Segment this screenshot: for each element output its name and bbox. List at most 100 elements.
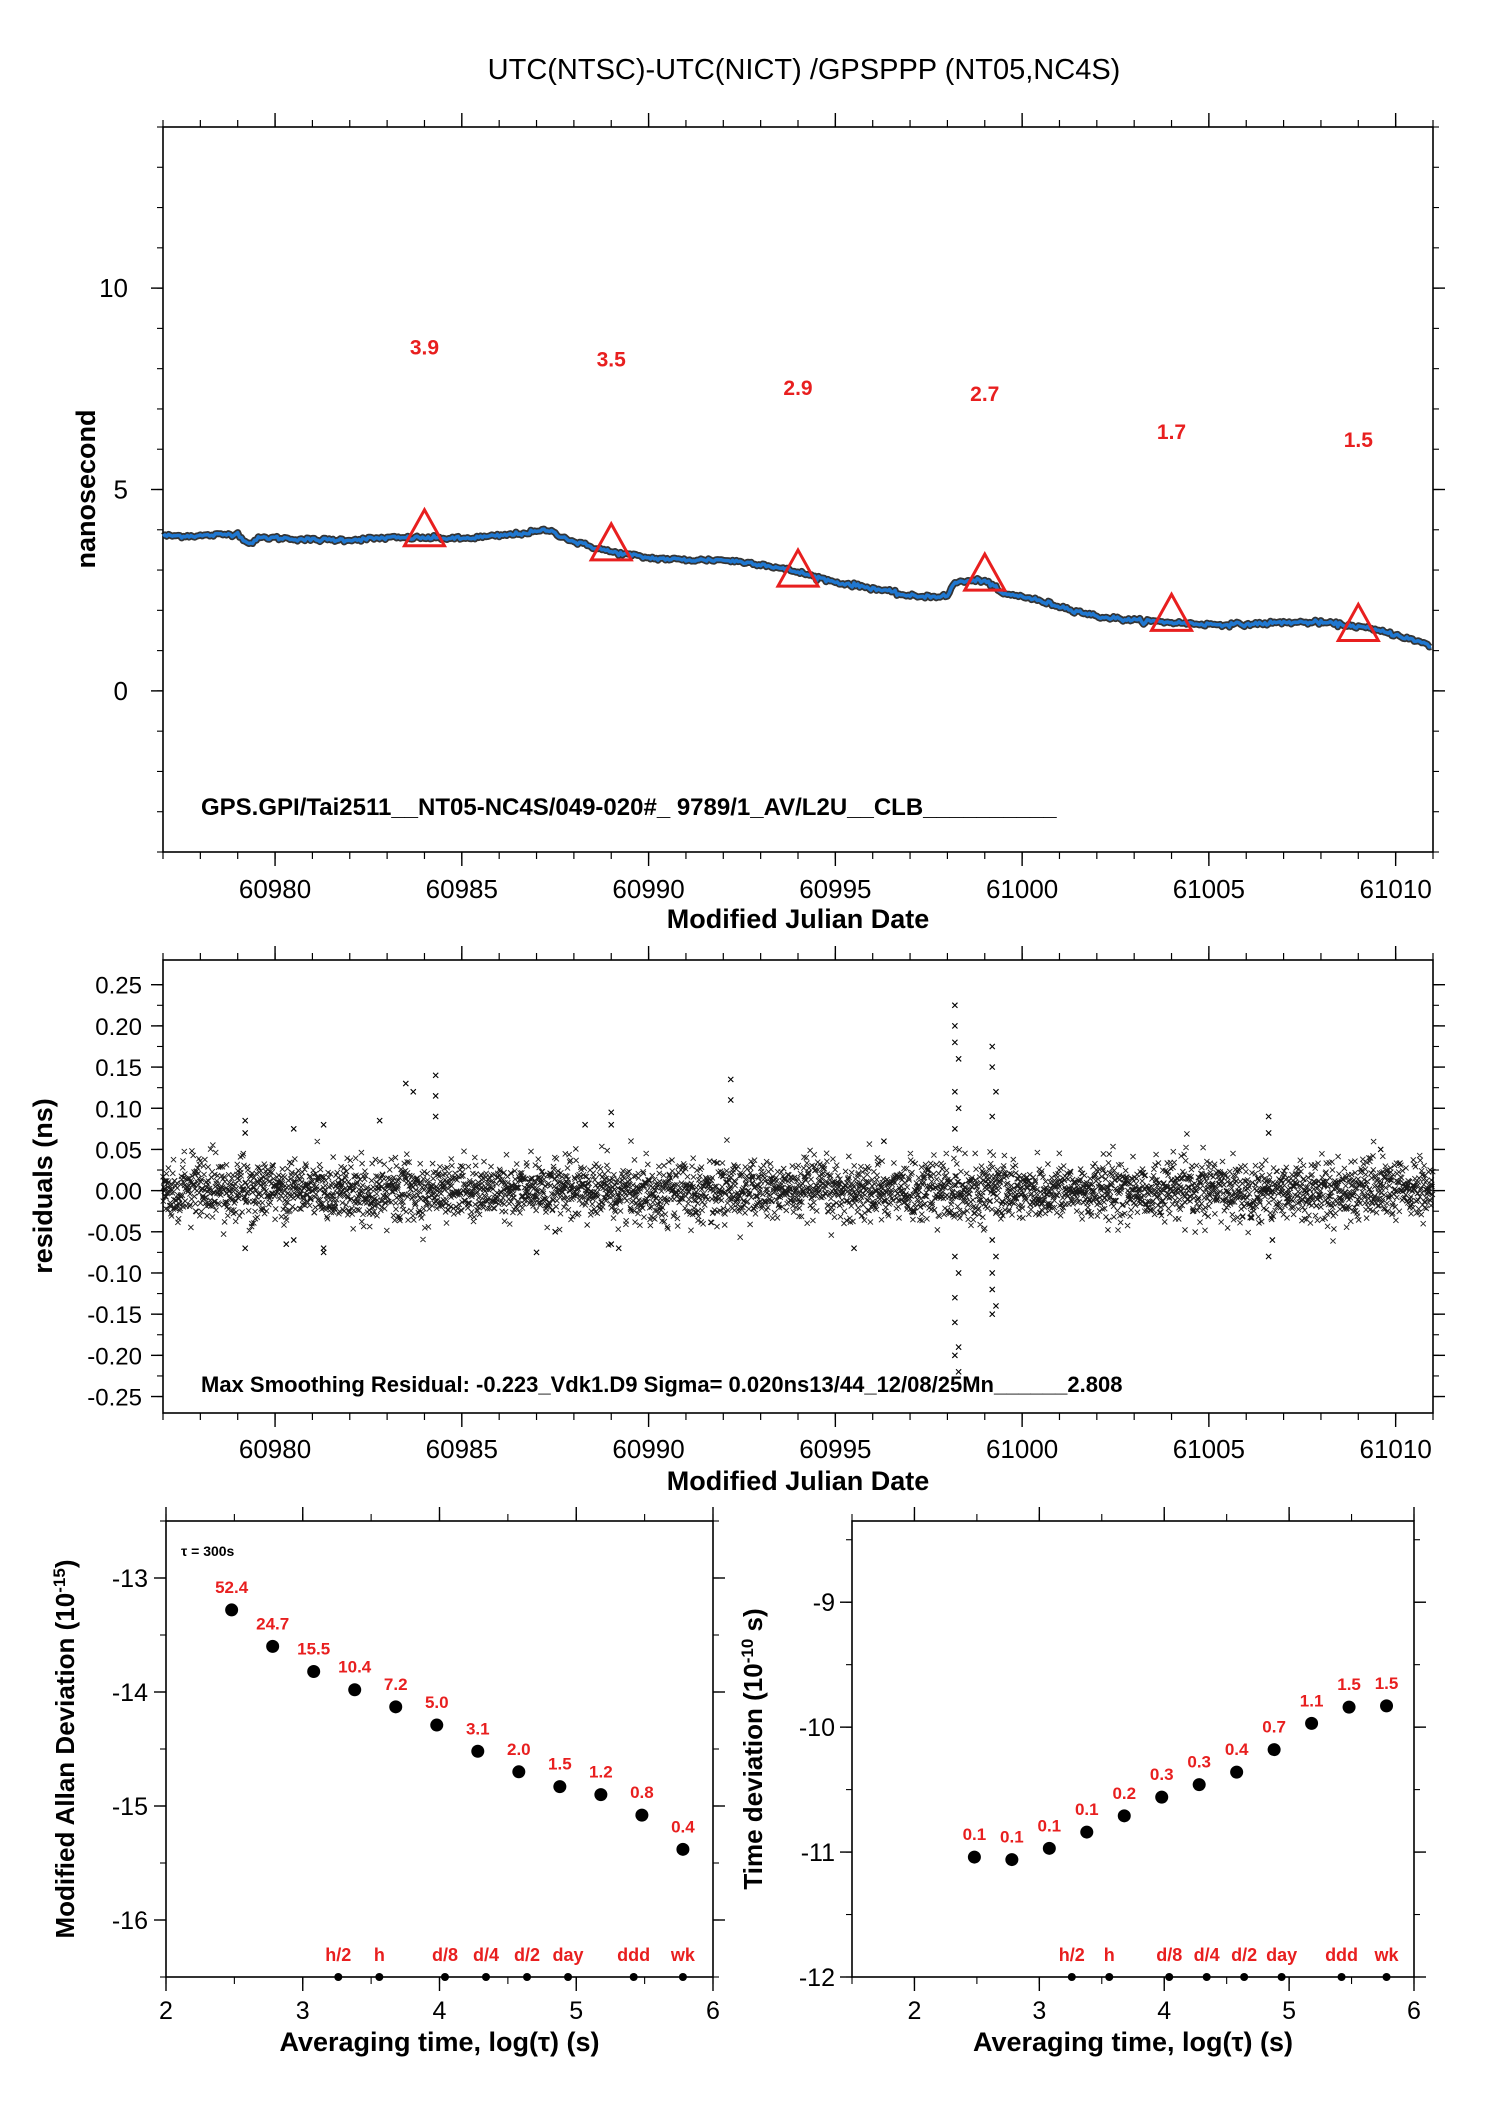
tdev-period-label: day bbox=[1266, 1945, 1297, 1965]
top-annotation: GPS.GPI/Tai2511__NT05-NC4S/049-020#_ 978… bbox=[201, 794, 1057, 821]
tdev-point-label: 1.5 bbox=[1337, 1675, 1361, 1694]
res-outlier-point bbox=[320, 1121, 327, 1128]
res-annotation: Max Smoothing Residual: -0.223_Vdk1.D9 S… bbox=[201, 1372, 1122, 1397]
res-outlier-point bbox=[582, 1121, 589, 1128]
top-xtick-label: 61000 bbox=[986, 874, 1058, 904]
mdev-point bbox=[512, 1765, 526, 1779]
top-marker-label: 1.5 bbox=[1344, 429, 1374, 452]
mdev-period-dot bbox=[629, 1973, 638, 1981]
tdev-xtick-label: 2 bbox=[907, 1997, 921, 2025]
mdev-period-dot bbox=[440, 1973, 449, 1981]
res-outlier-point bbox=[989, 1311, 996, 1318]
mdev-period-label: d/8 bbox=[432, 1945, 458, 1965]
mdev-xtick-label: 5 bbox=[569, 1997, 583, 2025]
mdev-period-label: h/2 bbox=[325, 1945, 351, 1965]
res-ytick-label: -0.05 bbox=[87, 1220, 142, 1247]
res-outlier-point bbox=[608, 1121, 615, 1128]
tdev-point-label: 0.1 bbox=[1038, 1816, 1062, 1835]
mdev-xtick-label: 2 bbox=[159, 1997, 173, 2025]
mdev-point-label: 2.0 bbox=[507, 1740, 531, 1759]
mdev-point-label: 5.0 bbox=[425, 1693, 449, 1712]
tdev-xlabel: Averaging time, log(τ) (s) bbox=[973, 2027, 1293, 2057]
res-ytick-label: -0.20 bbox=[87, 1343, 142, 1370]
mdev-xtick-label: 6 bbox=[706, 1997, 720, 2025]
tdev-period-label: h bbox=[1104, 1945, 1115, 1965]
res-outlier-point bbox=[727, 1076, 734, 1083]
res-ytick-label: -0.15 bbox=[87, 1302, 142, 1329]
tdev-xtick-label: 5 bbox=[1282, 1997, 1296, 2025]
mdev-ytick-label: -14 bbox=[112, 1679, 148, 1707]
res-ytick-label: -0.10 bbox=[87, 1261, 142, 1288]
top-series-0-shadow bbox=[161, 525, 1433, 651]
mdev-point-label: 15.5 bbox=[297, 1639, 330, 1658]
res-outlier-point bbox=[242, 1129, 249, 1136]
mdev-point bbox=[389, 1700, 403, 1714]
mdev-point-label: 52.4 bbox=[215, 1578, 249, 1597]
tdev-point-label: 0.3 bbox=[1187, 1753, 1211, 1772]
res-outlier-point bbox=[992, 1253, 999, 1260]
top-xlabel: Modified Julian Date bbox=[667, 904, 930, 934]
res-xtick-label: 60990 bbox=[612, 1434, 684, 1464]
res-outlier-point bbox=[1265, 1253, 1272, 1260]
res-outlier-point bbox=[432, 1072, 439, 1079]
res-outlier-point bbox=[951, 1088, 958, 1095]
tdev-point-label: 0.1 bbox=[1075, 1800, 1099, 1819]
res-xlabel: Modified Julian Date bbox=[667, 1466, 930, 1496]
tdev-point bbox=[967, 1850, 981, 1864]
tdev-point-label: 0.2 bbox=[1112, 1784, 1136, 1803]
res-xtick-label: 61005 bbox=[1173, 1434, 1245, 1464]
mdev-point bbox=[430, 1718, 444, 1732]
tdev-period-dot bbox=[1165, 1973, 1174, 1981]
res-outlier-point bbox=[955, 1344, 962, 1351]
res-outlier-point bbox=[402, 1080, 409, 1087]
res-outlier-point bbox=[951, 1294, 958, 1301]
res-outlier-point bbox=[290, 1125, 297, 1132]
res-outlier-point bbox=[951, 1039, 958, 1046]
res-outlier-point bbox=[955, 1368, 962, 1375]
tdev-period-label: d/2 bbox=[1231, 1945, 1257, 1965]
mdev-point bbox=[471, 1744, 485, 1758]
mdev-point bbox=[225, 1603, 239, 1617]
mdev-xtick-label: 3 bbox=[296, 1997, 310, 2025]
mdev-point-label: 7.2 bbox=[384, 1675, 408, 1694]
top-marker-triangle bbox=[962, 551, 1008, 592]
top-frame bbox=[162, 126, 1434, 853]
tdev-ytick-label: -10 bbox=[799, 1714, 835, 1742]
res-outlier-point bbox=[320, 1249, 327, 1256]
res-outlier-point bbox=[951, 1022, 958, 1029]
res-outlier-point bbox=[951, 1125, 958, 1132]
res-outlier-point bbox=[992, 1302, 999, 1309]
res-outlier-point bbox=[951, 1253, 958, 1260]
top-marker-triangle bbox=[588, 520, 634, 562]
tdev-period-label: ddd bbox=[1325, 1945, 1358, 1965]
res-outlier-point bbox=[552, 1228, 559, 1235]
tdev-point bbox=[1155, 1790, 1169, 1804]
res-outlier-point bbox=[1265, 1113, 1272, 1120]
top-ytick-label: 0 bbox=[114, 676, 128, 706]
mdev-period-label: d/4 bbox=[473, 1945, 499, 1965]
res-outlier-point bbox=[1377, 1146, 1384, 1153]
mdev-point-label: 1.5 bbox=[548, 1755, 572, 1774]
res-xtick-label: 60985 bbox=[426, 1434, 498, 1464]
tdev-point bbox=[1380, 1699, 1394, 1713]
res-outlier-point bbox=[951, 1352, 958, 1359]
res-outlier-point bbox=[851, 1245, 858, 1252]
tdev-point bbox=[1305, 1716, 1319, 1730]
top-xtick-label: 61010 bbox=[1359, 874, 1431, 904]
res-xtick-label: 61000 bbox=[986, 1434, 1058, 1464]
res-ytick-label: 0.05 bbox=[95, 1137, 142, 1164]
tdev-point-label: 0.7 bbox=[1262, 1718, 1286, 1737]
tdev-period-dot bbox=[1382, 1973, 1391, 1981]
mdev-period-dot bbox=[375, 1973, 384, 1981]
top-marker-triangle bbox=[1335, 601, 1381, 642]
res-outlier-point bbox=[989, 1269, 996, 1276]
mdev-point bbox=[266, 1639, 280, 1653]
mdev-point-label: 3.1 bbox=[466, 1719, 490, 1738]
top-series-0-line bbox=[162, 527, 1432, 649]
mdev-ytick-label: -15 bbox=[112, 1793, 148, 1821]
tdev-period-label: d/4 bbox=[1194, 1945, 1220, 1965]
tdev-xtick-label: 4 bbox=[1157, 1997, 1171, 2025]
top-chart-panel: 60980 60985 60990 60995 61000 61005 61010 0 5 10 3… bbox=[71, 113, 1445, 934]
res-outlier-point bbox=[955, 1105, 962, 1112]
tdev-ytick-label: -9 bbox=[813, 1589, 835, 1617]
